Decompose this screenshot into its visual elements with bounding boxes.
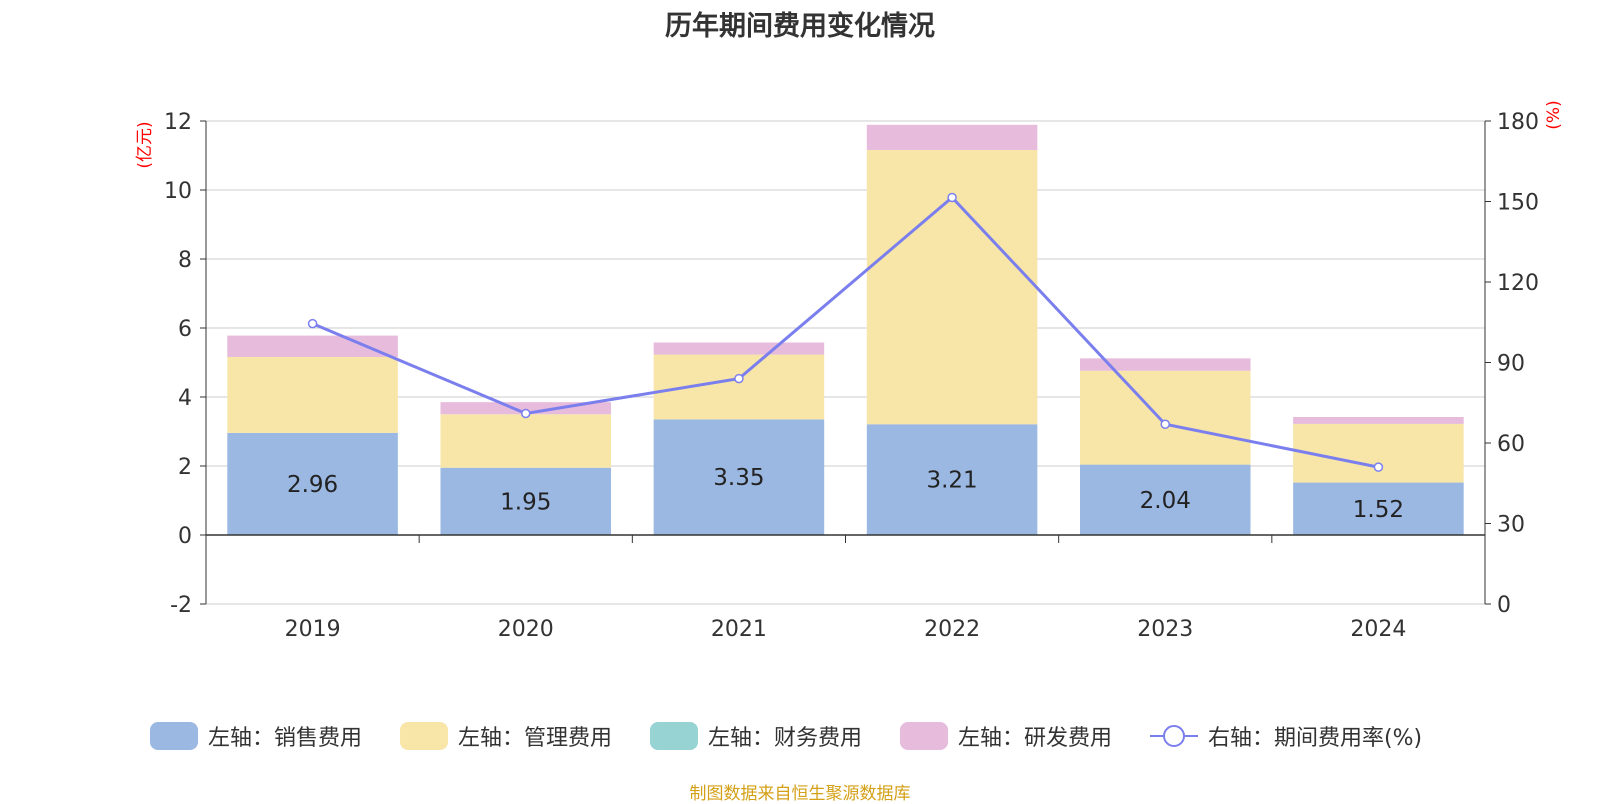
left-tick-label: 0 (178, 524, 192, 549)
bar-segment-0 (866, 424, 1038, 535)
x-tick-label: 2023 (1137, 617, 1193, 642)
legend-label-rate: 右轴：期间费用率(%) (1208, 726, 1423, 751)
chart-title: 历年期间费用变化情况 (665, 11, 935, 42)
rate-point (1373, 462, 1384, 472)
right-axis-label: (%) (1544, 100, 1564, 129)
bar-segment-0 (1293, 482, 1464, 535)
legend-item-rate[interactable]: 右轴：期间费用率(%) (1150, 718, 1422, 754)
bar-segment-1 (1293, 423, 1464, 483)
legend-label-admin: 左轴：管理费用 (458, 726, 613, 751)
right-tick-label: 0 (1497, 593, 1511, 618)
rate-point (521, 408, 531, 419)
x-tick-label: 2019 (285, 617, 341, 642)
rate-line (307, 192, 1384, 472)
right-tick-label: 180 (1497, 110, 1539, 135)
legend-item-sales[interactable]: 左轴：销售费用 (150, 718, 362, 754)
bar-data-label: 1.52 (1353, 497, 1404, 523)
right-tick-label: 120 (1497, 271, 1539, 296)
bar-segment-0 (653, 419, 825, 535)
x-tick-label: 2020 (498, 617, 554, 642)
bar-segment-1 (440, 414, 612, 468)
bar-segment-0 (227, 432, 398, 535)
bar-segment-0 (440, 467, 612, 535)
bar-segment-3 (1293, 417, 1464, 424)
legend: 左轴：销售费用 左轴：管理费用 左轴：财务费用 左轴：研发费用 右轴：期间费用率… (0, 718, 1600, 754)
right-tick-label: 90 (1497, 352, 1525, 377)
left-tick-label: 4 (178, 386, 192, 411)
left-tick-label: 6 (178, 317, 192, 342)
bar-segment-3 (227, 335, 398, 357)
legend-item-finance[interactable]: 左轴：财务费用 (650, 718, 862, 754)
rate-line-path (312, 195, 1379, 469)
bar-data-label: 2.96 (287, 472, 338, 498)
legend-swatch-admin (400, 722, 448, 750)
right-tick-label: 150 (1497, 191, 1539, 216)
rate-point (734, 373, 744, 384)
legend-label-sales: 左轴：销售费用 (208, 726, 363, 751)
legend-swatch-finance (650, 722, 698, 750)
legend-line-marker-icon (1150, 725, 1198, 747)
left-tick-label: 8 (178, 248, 192, 273)
bar-data-label: 3.35 (713, 465, 764, 491)
bar-segment-3 (866, 124, 1038, 150)
rate-point (307, 318, 318, 329)
left-tick-label: -2 (170, 593, 192, 618)
bar-segment-1 (227, 356, 398, 433)
legend-item-rnd[interactable]: 左轴：研发费用 (900, 718, 1112, 754)
bar-segment-1 (866, 149, 1038, 425)
bar-segment-3 (1079, 358, 1251, 371)
bar-data-label: 2.04 (1140, 488, 1191, 514)
bars (227, 124, 1464, 535)
bar-segment-1 (1079, 370, 1251, 465)
left-tick-label: 10 (164, 179, 192, 204)
data-labels: 2.96 1.95 3.35 3.21 2.04 1.52 (287, 465, 1404, 523)
source-note: 制图数据来自恒生聚源数据库 (689, 784, 911, 804)
legend-swatch-rnd (900, 722, 948, 750)
rate-point (1160, 419, 1170, 429)
legend-label-finance: 左轴：财务费用 (708, 726, 863, 751)
bar-data-label: 3.21 (926, 468, 977, 494)
right-tick-label: 30 (1497, 513, 1525, 538)
bar-segment-0 (1079, 464, 1251, 535)
x-tick-label: 2024 (1350, 617, 1406, 642)
legend-item-admin[interactable]: 左轴：管理费用 (400, 718, 612, 754)
rate-point (947, 192, 957, 203)
left-tick-label: 12 (164, 110, 192, 135)
x-tick-label: 2021 (711, 617, 767, 642)
legend-label-rnd: 左轴：研发费用 (958, 726, 1113, 751)
bar-data-label: 1.95 (500, 489, 551, 515)
legend-swatch-sales (150, 722, 198, 750)
left-axis-label: (亿元) (135, 121, 155, 168)
left-tick-label: 2 (178, 455, 192, 480)
x-tick-label: 2022 (924, 617, 980, 642)
bar-segment-3 (653, 342, 825, 355)
right-tick-label: 60 (1497, 432, 1525, 457)
